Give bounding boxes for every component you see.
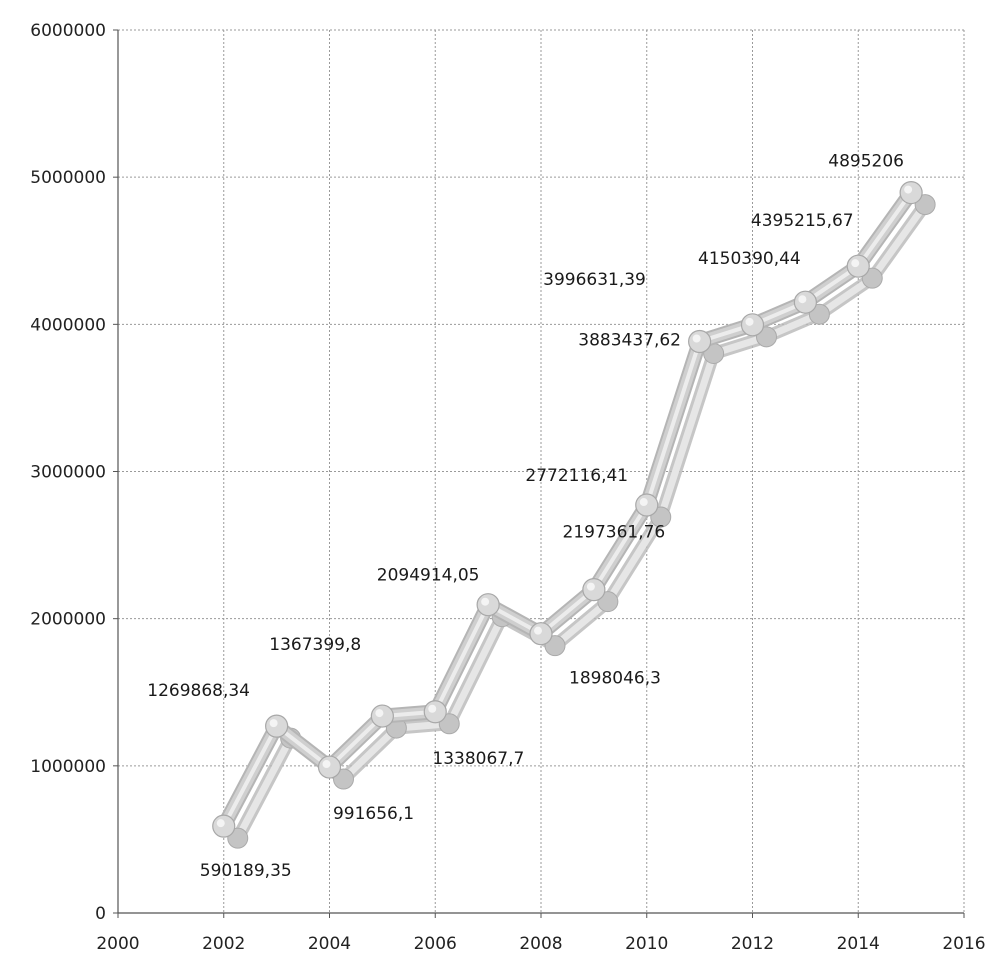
x-tick-label: 2016 [942, 934, 985, 954]
x-tick-label: 2006 [414, 934, 457, 954]
series [212, 180, 936, 849]
data-label: 2197361,76 [563, 523, 666, 543]
data-point-marker [212, 814, 236, 838]
data-point-marker-highlight [269, 719, 278, 728]
data-point-marker-highlight [798, 295, 807, 304]
data-point-marker-highlight [322, 760, 331, 769]
data-label: 1367399,8 [269, 635, 361, 655]
data-label: 3883437,62 [578, 330, 681, 350]
y-tick-label: 1000000 [30, 757, 106, 777]
x-tick-label: 2012 [731, 934, 774, 954]
data-point-marker-highlight [586, 582, 595, 591]
data-point-marker-highlight [375, 709, 384, 718]
data-point-marker [423, 700, 447, 724]
data-point-marker [740, 313, 765, 337]
axes: 0 1000000 2000000 3000000 4000000 5000000 6000… [30, 21, 985, 954]
data-label: 3996631,39 [543, 270, 646, 290]
x-tick-label: 2004 [308, 934, 351, 954]
data-point-marker [688, 329, 712, 354]
data-point-marker [317, 755, 342, 779]
data-label: 1898046,3 [569, 669, 661, 689]
y-tick-label: 3000000 [30, 463, 106, 483]
data-point-marker-highlight [639, 498, 648, 507]
grid [118, 29, 965, 913]
data-point-marker [846, 254, 870, 278]
data-label: 991656,1 [333, 804, 414, 824]
data-label: 4150390,44 [698, 249, 801, 269]
data-point-marker [635, 493, 659, 517]
data-label: 2772116,41 [525, 466, 628, 486]
x-tick-label: 2014 [837, 934, 880, 954]
y-tick-label: 4000000 [30, 315, 106, 335]
data-label: 1269868,34 [147, 681, 250, 701]
data-point-marker [529, 622, 553, 646]
data-point-marker-highlight [904, 185, 913, 194]
data-point-marker [265, 714, 289, 738]
y-tick-label: 5000000 [30, 168, 106, 188]
data-point-marker-highlight [692, 334, 701, 343]
data-label: 4395215,67 [751, 211, 854, 231]
x-tick-label: 2008 [519, 934, 562, 954]
y-tick-label: 0 [95, 904, 106, 924]
x-tick-label: 2002 [202, 934, 245, 954]
x-tick-label: 2010 [625, 934, 668, 954]
y-tick-label: 2000000 [30, 610, 106, 630]
data-point-marker-highlight [745, 317, 754, 326]
x-tick-label: 2000 [96, 934, 139, 954]
data-point-marker [582, 578, 606, 602]
y-tick-label: 6000000 [30, 21, 106, 41]
data-point-marker [793, 290, 817, 314]
data-point-marker [476, 593, 500, 617]
data-label: 4895206 [828, 152, 904, 172]
data-label: 1338067,7 [432, 749, 524, 769]
data-label: 2094914,05 [377, 566, 480, 586]
data-point-marker-highlight [851, 259, 860, 268]
data-label: 590189,35 [200, 861, 292, 881]
data-labels: 590189,35 1269868,34 991656,1 1338067,7 1367… [147, 152, 904, 882]
data-point-marker-highlight [428, 704, 437, 713]
data-point-marker-highlight [481, 597, 490, 606]
data-point-marker-highlight [216, 819, 225, 828]
data-point-marker [899, 180, 923, 205]
data-point-marker [370, 704, 394, 728]
data-point-marker-highlight [534, 626, 542, 635]
